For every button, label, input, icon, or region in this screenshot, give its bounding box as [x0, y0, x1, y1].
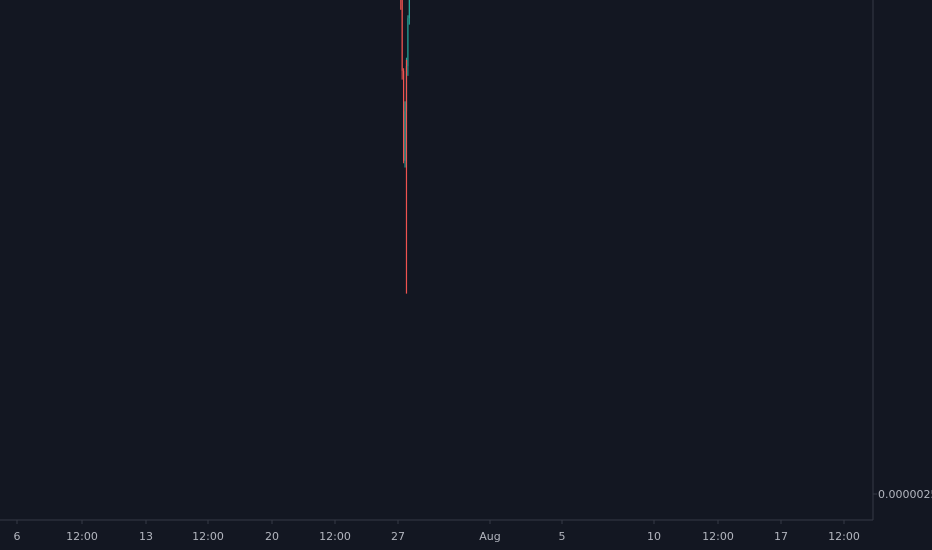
- candle-body: [401, 0, 403, 71]
- price-tick-label: 0.00000250: [878, 488, 932, 501]
- price-axis[interactable]: 0.000006000.000005500.000005000.00000400…: [873, 0, 932, 501]
- time-tick-label: 13: [139, 530, 153, 543]
- time-tick-label: 27: [391, 530, 405, 543]
- time-tick-label: 12:00: [828, 530, 860, 543]
- time-axis[interactable]: 6 12:00 13 12:00 20 12:00 27 Aug 5 10 12:00 17 12:00: [14, 520, 860, 543]
- time-tick-label: 12:00: [702, 530, 734, 543]
- time-tick-label: 12:00: [319, 530, 351, 543]
- time-tick-label: 6: [14, 530, 21, 543]
- candle-body: [408, 0, 410, 19]
- time-tick-label: 20: [265, 530, 279, 543]
- time-tick-label: Aug: [479, 530, 500, 543]
- time-tick-label: 12:00: [66, 530, 98, 543]
- candle-body: [404, 111, 406, 161]
- time-tick-label: 17: [774, 530, 788, 543]
- time-tick-label: 12:00: [192, 530, 224, 543]
- candles-layer: [400, 0, 410, 294]
- time-tick-label: 10: [647, 530, 661, 543]
- candle-body: [407, 18, 409, 67]
- time-tick-label: 5: [559, 530, 566, 543]
- candle-body: [402, 70, 405, 161]
